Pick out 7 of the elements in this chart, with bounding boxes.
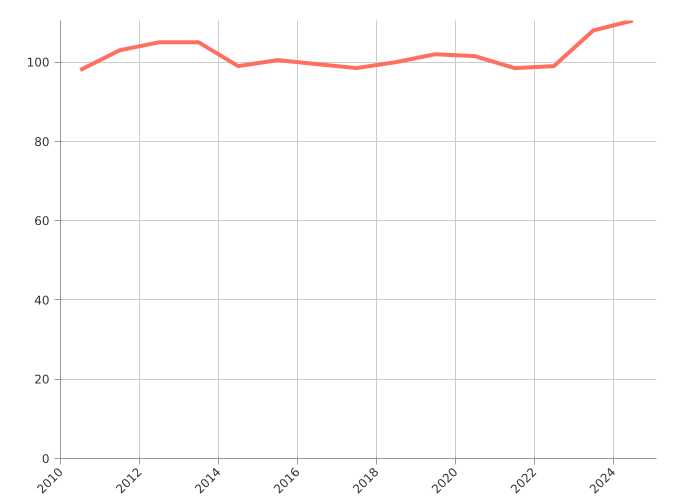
y-tick-label: 20	[34, 372, 50, 387]
y-tick-label: 40	[34, 293, 50, 308]
y-tick-label: 0	[42, 452, 50, 466]
y-tick-label: 60	[34, 214, 50, 228]
line-series	[78, 20, 635, 72]
y-tick-label: 100	[26, 56, 50, 70]
y-tick-label: 80	[34, 134, 50, 149]
